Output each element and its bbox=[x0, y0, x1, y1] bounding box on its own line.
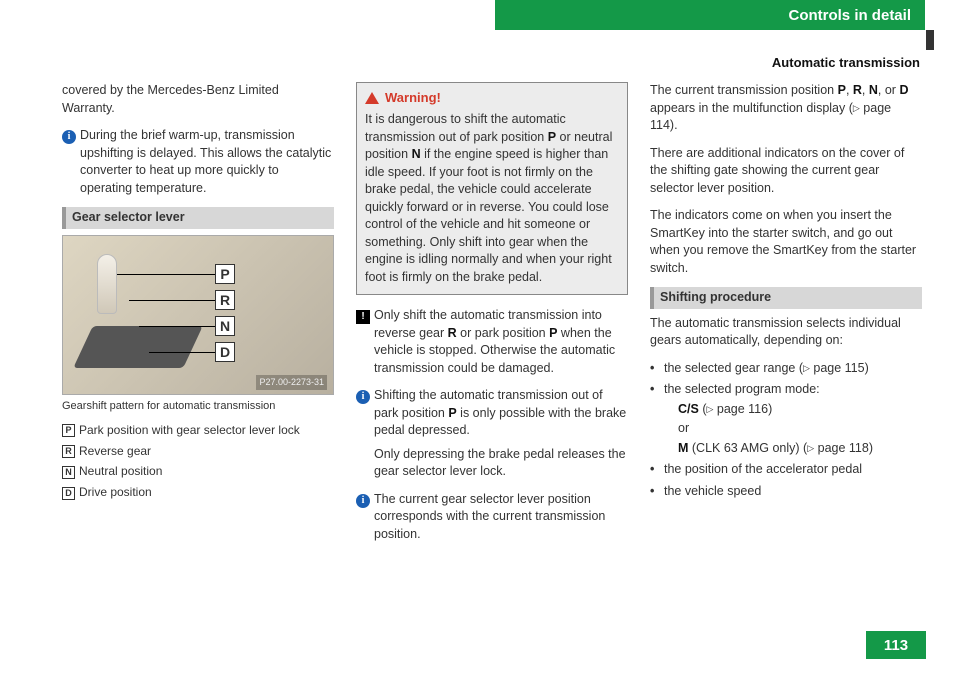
info-icon: i bbox=[356, 387, 374, 481]
legend-r-box: R bbox=[62, 445, 75, 458]
gear-stick bbox=[97, 254, 117, 314]
info-icon: i bbox=[356, 491, 374, 544]
legend-d-box: D bbox=[62, 487, 75, 500]
bullet-gear-range: the selected gear range (▷ page 115) bbox=[650, 360, 922, 378]
column-3: The current transmission position P, R, … bbox=[650, 82, 922, 553]
exclaim-icon: ! bbox=[356, 307, 374, 377]
edge-tab bbox=[926, 30, 934, 50]
gearshift-image: P R N D P27.00-2273-31 bbox=[62, 235, 334, 395]
image-label-n: N bbox=[215, 316, 235, 336]
warning-body: It is dangerous to shift the automatic t… bbox=[365, 111, 619, 286]
warning-icon bbox=[365, 92, 379, 104]
image-caption: Gearshift pattern for automatic transmis… bbox=[62, 399, 334, 414]
column-1: covered by the Mercedes-Benz Limited War… bbox=[62, 82, 334, 553]
image-number: P27.00-2273-31 bbox=[256, 375, 327, 390]
gear-legend: PPark position with gear selector lever … bbox=[62, 422, 334, 501]
indicators-text: There are additional indicators on the c… bbox=[650, 145, 922, 198]
header-bar: Controls in detail bbox=[495, 0, 925, 30]
bullet-accelerator: the position of the accelerator pedal bbox=[650, 461, 922, 479]
section-subhead: Automatic transmission bbox=[640, 54, 920, 72]
smartkey-text: The indicators come on when you insert t… bbox=[650, 207, 922, 277]
bullet-speed: the vehicle speed bbox=[650, 483, 922, 501]
column-2: Warning! It is dangerous to shift the au… bbox=[356, 82, 628, 553]
page-columns: covered by the Mercedes-Benz Limited War… bbox=[62, 82, 924, 553]
leader-d bbox=[149, 352, 215, 353]
leader-r bbox=[129, 300, 215, 301]
legend-d: DDrive position bbox=[62, 484, 334, 501]
subheader-gear-selector: Gear selector lever bbox=[62, 207, 334, 229]
warning-head: Warning! bbox=[365, 89, 619, 107]
warning-label: Warning! bbox=[385, 89, 441, 107]
leader-p bbox=[117, 274, 215, 275]
info-position: i The current gear selector lever positi… bbox=[356, 491, 628, 544]
legend-n: NNeutral position bbox=[62, 463, 334, 480]
subheader-shifting: Shifting procedure bbox=[650, 287, 922, 309]
image-label-p: P bbox=[215, 264, 235, 284]
image-label-r: R bbox=[215, 290, 235, 310]
info-position-text: The current gear selector lever position… bbox=[374, 491, 628, 544]
header-title: Controls in detail bbox=[788, 5, 911, 26]
info-warmup: i During the brief warm-up, transmission… bbox=[62, 127, 334, 197]
image-label-d: D bbox=[215, 342, 235, 362]
legend-n-box: N bbox=[62, 466, 75, 479]
legend-p: PPark position with gear selector lever … bbox=[62, 422, 334, 439]
info-brake-text: Shifting the automatic transmission out … bbox=[374, 387, 628, 481]
caution-damage: ! Only shift the automatic transmission … bbox=[356, 307, 628, 377]
legend-r: RReverse gear bbox=[62, 443, 334, 460]
shifting-intro: The automatic transmission selects indiv… bbox=[650, 315, 922, 350]
page-number: 113 bbox=[866, 631, 926, 659]
warranty-text: covered by the Mercedes-Benz Limited War… bbox=[62, 82, 334, 117]
gear-gate bbox=[73, 326, 203, 368]
caution-damage-text: Only shift the automatic transmission in… bbox=[374, 307, 628, 377]
bullet-program-mode: the selected program mode: C/S (▷ page 1… bbox=[650, 381, 922, 457]
info-icon: i bbox=[62, 127, 80, 197]
info-warmup-text: During the brief warm-up, transmission u… bbox=[80, 127, 334, 197]
leader-n bbox=[139, 326, 215, 327]
warning-box: Warning! It is dangerous to shift the au… bbox=[356, 82, 628, 295]
legend-p-box: P bbox=[62, 424, 75, 437]
info-brake: i Shifting the automatic transmission ou… bbox=[356, 387, 628, 481]
transmission-display: The current transmission position P, R, … bbox=[650, 82, 922, 135]
depends-list: the selected gear range (▷ page 115) the… bbox=[650, 360, 922, 501]
